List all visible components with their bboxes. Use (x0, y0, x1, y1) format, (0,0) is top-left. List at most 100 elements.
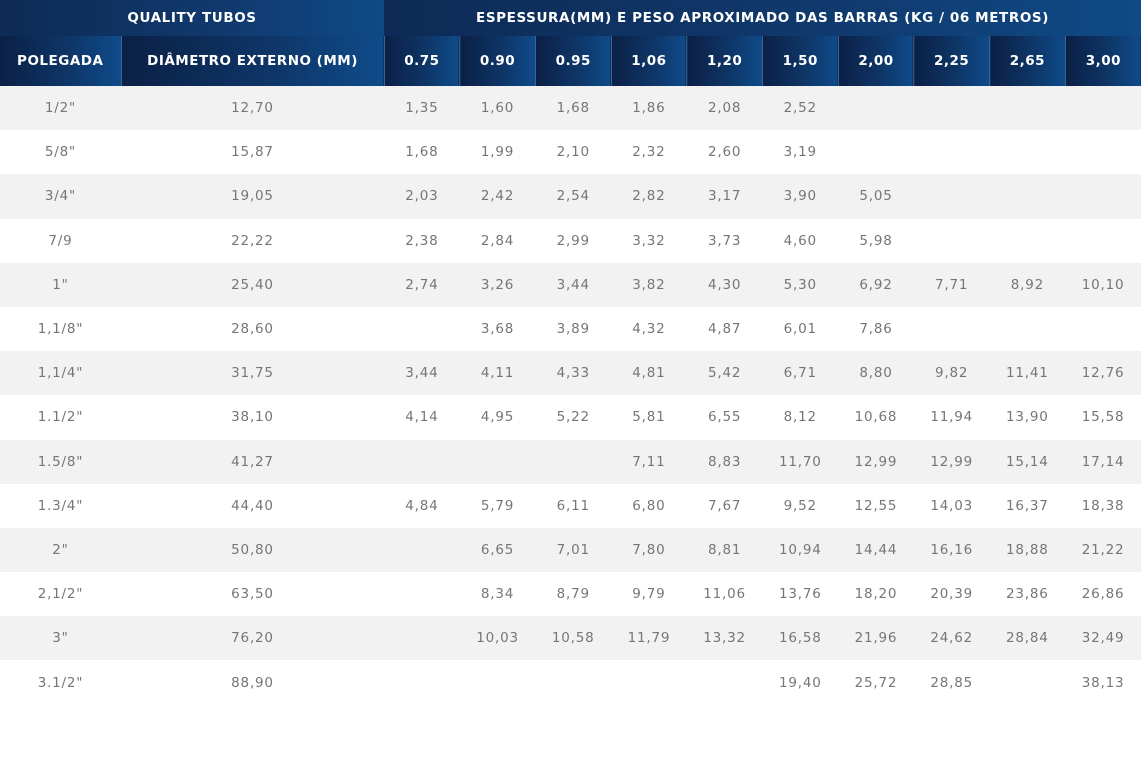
cell-diameter: 19,05 (121, 174, 385, 219)
cell-weight: 1,60 (459, 86, 536, 131)
cell-weight: 12,76 (1065, 351, 1141, 396)
column-header-thickness: 3,00 (1065, 36, 1141, 86)
column-header-thickness: 1,06 (611, 36, 688, 86)
cell-weight: 4,33 (535, 351, 612, 396)
cell-weight: 1,35 (384, 86, 460, 131)
table-row: 3" 76,20 10,03 10,58 11,79 13,32 16,58 21,96 24,… (0, 616, 1141, 661)
cell-weight: 4,14 (384, 395, 460, 440)
cell-weight: 18,88 (989, 527, 1066, 573)
cell-weight: 7,80 (611, 527, 687, 573)
cell-weight: 5,30 (762, 262, 839, 307)
column-header-thickness: 0.75 (384, 36, 461, 86)
cell-weight: 2,74 (384, 262, 460, 307)
cell-weight: 2,99 (535, 218, 612, 263)
cell-weight: 4,95 (459, 395, 536, 440)
cell-weight: 3,32 (611, 218, 687, 263)
cell-weight (686, 660, 763, 705)
cell-weight: 21,22 (1065, 527, 1141, 573)
cell-weight: 4,81 (611, 351, 687, 396)
cell-weight: 23,86 (989, 572, 1066, 617)
cell-weight (1065, 86, 1141, 131)
cell-inch: 5/8" (0, 130, 121, 175)
cell-weight: 6,92 (838, 262, 914, 307)
cell-weight (1065, 306, 1141, 352)
table-row: 1,1/8" 28,60 3,68 3,89 4,32 4,87 6,01 7,86 (0, 306, 1141, 352)
table-row: 1.3/4" 44,40 4,84 5,79 6,11 6,80 7,67 9,52 12,55… (0, 483, 1141, 528)
cell-weight: 5,42 (686, 351, 763, 396)
cell-weight: 28,84 (989, 616, 1066, 661)
cell-weight: 7,11 (611, 439, 687, 484)
cell-weight: 12,99 (838, 439, 914, 484)
cell-weight: 14,03 (913, 483, 990, 528)
table-row: 2" 50,80 6,65 7,01 7,80 8,81 10,94 14,44 16,16 18… (0, 527, 1141, 573)
cell-weight (913, 306, 990, 352)
cell-inch: 2" (0, 527, 121, 573)
cell-weight: 9,52 (762, 483, 839, 528)
cell-weight: 6,55 (686, 395, 763, 440)
cell-weight: 10,94 (762, 527, 839, 573)
cell-weight: 3,68 (459, 306, 536, 352)
cell-weight (384, 616, 460, 661)
cell-weight (384, 306, 460, 352)
cell-weight: 11,41 (989, 351, 1066, 396)
cell-diameter: 41,27 (121, 439, 385, 484)
cell-weight: 5,98 (838, 218, 914, 263)
cell-weight (535, 439, 612, 484)
cell-weight: 9,82 (913, 351, 990, 396)
cell-weight: 8,81 (686, 527, 763, 573)
cell-inch: 3" (0, 616, 121, 661)
thickness-group-title: ESPESSURA(MM) E PESO APROXIMADO DAS BARR… (384, 0, 1141, 36)
table-row: 1" 25,40 2,74 3,26 3,44 3,82 4,30 5,30 6,92 7,71 8… (0, 262, 1141, 307)
cell-weight: 15,14 (989, 439, 1066, 484)
cell-diameter: 15,87 (121, 130, 385, 175)
cell-weight: 24,62 (913, 616, 990, 661)
cell-weight: 4,11 (459, 351, 536, 396)
cell-weight: 4,32 (611, 306, 687, 352)
cell-weight: 4,30 (686, 262, 763, 307)
cell-diameter: 63,50 (121, 572, 385, 617)
cell-weight (384, 660, 460, 705)
cell-diameter: 12,70 (121, 86, 385, 131)
cell-weight: 2,38 (384, 218, 460, 263)
cell-weight: 3,73 (686, 218, 763, 263)
column-header-thickness: 2,25 (913, 36, 991, 86)
cell-weight: 21,96 (838, 616, 914, 661)
cell-weight: 15,58 (1065, 395, 1141, 440)
cell-weight: 10,68 (838, 395, 914, 440)
cell-weight: 2,10 (535, 130, 612, 175)
cell-weight: 3,89 (535, 306, 612, 352)
table-row: 7/9 22,22 2,38 2,84 2,99 3,32 3,73 4,60 5,98 (0, 218, 1141, 263)
cell-weight: 18,20 (838, 572, 914, 617)
cell-weight: 1,68 (535, 86, 612, 131)
cell-weight: 16,37 (989, 483, 1066, 528)
cell-weight (459, 660, 536, 705)
cell-weight: 16,58 (762, 616, 839, 661)
cell-weight: 28,85 (913, 660, 990, 705)
cell-inch: 1.5/8" (0, 439, 121, 484)
column-header-diameter: DIÂMETRO EXTERNO (MM) (121, 36, 385, 86)
cell-weight (1065, 130, 1141, 175)
cell-weight: 20,39 (913, 572, 990, 617)
cell-weight: 6,80 (611, 483, 687, 528)
cell-weight: 8,83 (686, 439, 763, 484)
cell-weight (989, 218, 1066, 263)
cell-weight (989, 306, 1066, 352)
cell-inch: 1,1/4" (0, 351, 121, 396)
cell-weight: 4,60 (762, 218, 839, 263)
cell-weight: 6,01 (762, 306, 839, 352)
cell-inch: 1.3/4" (0, 483, 121, 528)
table-row: 1.5/8" 41,27 7,11 8,83 11,70 12,99 12,99 15,14 1… (0, 439, 1141, 484)
cell-weight (989, 660, 1066, 705)
cell-weight: 5,79 (459, 483, 536, 528)
cell-diameter: 50,80 (121, 527, 385, 573)
cell-inch: 2,1/2" (0, 572, 121, 617)
cell-weight: 13,76 (762, 572, 839, 617)
cell-weight: 2,08 (686, 86, 763, 131)
cell-weight (384, 527, 460, 573)
cell-inch: 3/4" (0, 174, 121, 219)
weight-table: QUALITY TUBOS ESPESSURA(MM) E PESO APROX… (0, 0, 1141, 705)
cell-weight: 2,82 (611, 174, 687, 219)
cell-weight: 3,44 (384, 351, 460, 396)
cell-weight: 4,84 (384, 483, 460, 528)
cell-weight (989, 86, 1066, 131)
